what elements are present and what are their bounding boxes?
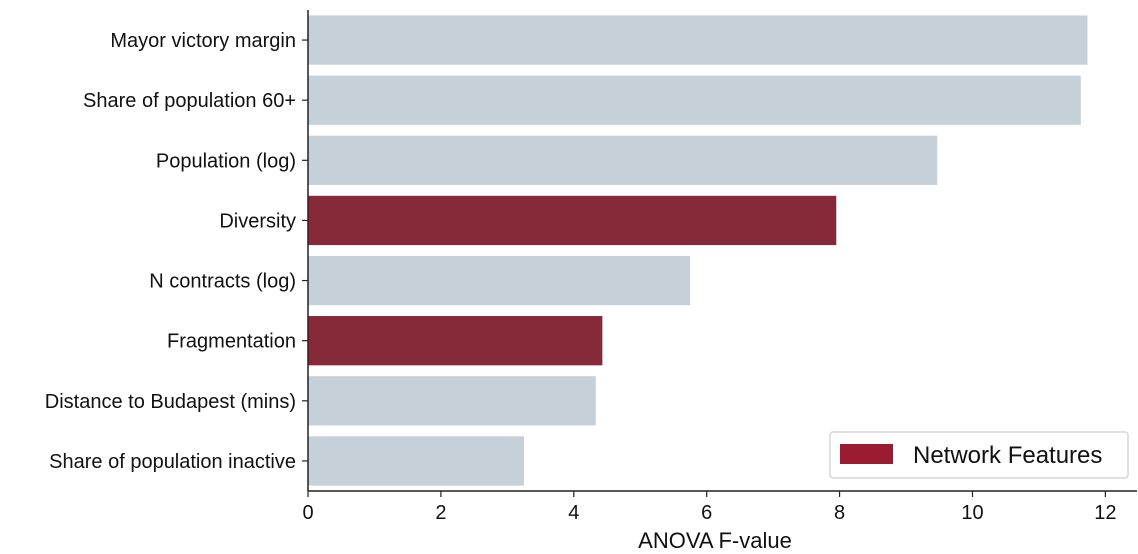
- legend-swatch: [840, 444, 893, 464]
- category-label-5: Fragmentation: [167, 331, 296, 353]
- category-label-7: Share of population inactive: [49, 451, 296, 473]
- x-tick-label-3: 6: [701, 502, 712, 524]
- x-tick-label-5: 10: [961, 502, 983, 524]
- x-axis-ticks: 0 2 4 6 8 10 12: [302, 491, 1117, 524]
- x-axis-title: ANOVA F-value: [638, 528, 792, 553]
- legend: Network Features: [829, 431, 1129, 479]
- category-labels: Mayor victory margin Share of population …: [45, 30, 308, 473]
- legend-label: Network Features: [913, 442, 1102, 469]
- bar-3: [308, 195, 837, 246]
- bar-6: [308, 376, 596, 426]
- x-tick-label-1: 2: [435, 502, 446, 524]
- category-label-3: Diversity: [219, 210, 296, 232]
- bars-group: [308, 15, 1088, 486]
- bar-0: [308, 15, 1088, 65]
- bar-7: [308, 436, 524, 486]
- x-tick-label-4: 8: [834, 502, 845, 524]
- category-label-6: Distance to Budapest (mins): [45, 391, 296, 413]
- bar-5: [308, 316, 603, 366]
- x-tick-label-0: 0: [302, 502, 313, 524]
- category-label-4: N contracts (log): [149, 271, 296, 293]
- category-label-2: Population (log): [156, 150, 296, 172]
- x-tick-label-2: 4: [568, 502, 579, 524]
- x-tick-label-6: 12: [1094, 502, 1116, 524]
- bar-1: [308, 75, 1081, 125]
- category-label-0: Mayor victory margin: [110, 30, 296, 52]
- category-label-1: Share of population 60+: [83, 90, 296, 112]
- legend-box: [829, 431, 1129, 479]
- bar-2: [308, 135, 938, 185]
- bar-4: [308, 255, 691, 306]
